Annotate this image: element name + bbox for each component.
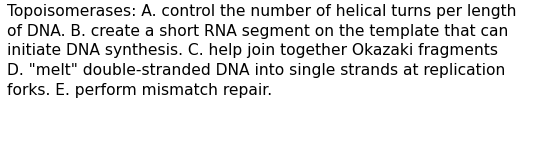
Text: Topoisomerases: A. control the number of helical turns per length
of DNA. B. cre: Topoisomerases: A. control the number of…	[7, 4, 516, 98]
